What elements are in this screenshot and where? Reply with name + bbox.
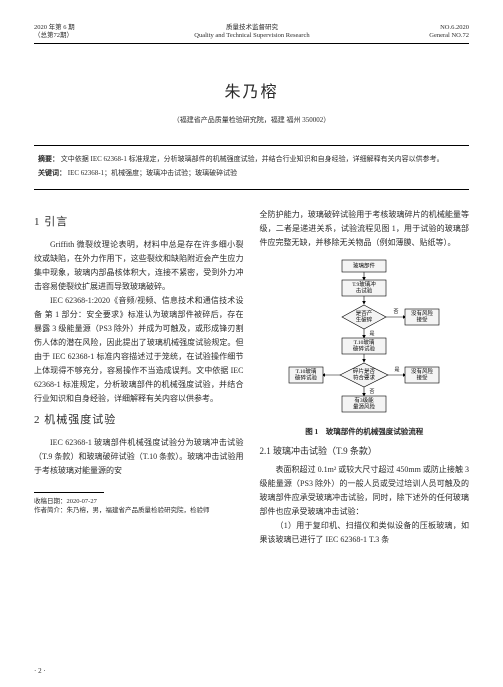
footnote-1: 收稿日期：2020-07-27 xyxy=(34,497,244,507)
section-1-p2: IEC 62368-1:2020《音频/视频、信息技术和通信技术设备 第 1 部… xyxy=(34,294,244,406)
svg-text:碎片是否: 碎片是否 xyxy=(353,368,376,376)
article-title: 朱乃榕 xyxy=(34,80,469,106)
svg-text:生破碎: 生破碎 xyxy=(356,316,373,324)
svg-text:否: 否 xyxy=(370,390,375,396)
svg-text:破碎试验: 破碎试验 xyxy=(353,345,376,353)
header-right-1: NO.6.2020 xyxy=(429,24,469,32)
section-1-p1: Griffith 微裂纹理论表明，材料中总是存在许多细小裂纹或缺陷，在外力作用下… xyxy=(34,238,244,294)
header-center-1: 质量技术监督研究 xyxy=(194,24,309,32)
abstract-text: 文中依据 IEC 62368-1 标准规定，分析玻璃部件的机械强度试验，并结合行… xyxy=(61,155,444,163)
svg-text:T.10玻璃: T.10玻璃 xyxy=(296,368,317,376)
page-header: 2020 年第 6 期 （总第72期） 质量技术监督研究 Quality and… xyxy=(34,24,469,44)
keywords-label: 关键词： xyxy=(38,169,66,177)
affiliation: （福建省产品质量检验研究院，福建 福州 350002） xyxy=(34,115,469,126)
page-number: · 2 · xyxy=(34,666,46,677)
header-left-2: （总第72期） xyxy=(34,32,75,40)
section-2-heading: 2 机械强度试验 xyxy=(34,412,244,430)
svg-text:T.9玻璃冲: T.9玻璃冲 xyxy=(352,281,376,289)
svg-text:否: 否 xyxy=(394,310,399,316)
header-right-2: General NO.72 xyxy=(429,32,469,40)
abstract-box: 摘要： 文中依据 IEC 62368-1 标准规定，分析玻璃部件的机械强度试验，… xyxy=(34,145,469,191)
section-2-1-p2: （1）用于复印机、扫描仪和类似设备的压板玻璃，如果该玻璃已进行了 IEC 623… xyxy=(260,519,470,547)
svg-text:击试验: 击试验 xyxy=(356,287,373,295)
keywords-text: IEC 62368-1；机械强度；玻璃冲击试验；玻璃破碎试验 xyxy=(68,169,237,177)
figure-1-caption: 图 1 玻璃部件的机械强度试验流程 xyxy=(260,426,470,438)
section-2-p2: 全防护能力，玻璃破碎试验用于考核玻璃碎片的机械能量等级，二者是递进关系，试验流程… xyxy=(260,208,470,250)
footnote-2: 作者简介：朱乃榕，男，福建省产品质量检验研究院，检验师 xyxy=(34,506,244,516)
svg-text:T.10玻璃: T.10玻璃 xyxy=(354,339,375,347)
svg-text:是: 是 xyxy=(395,368,400,374)
svg-text:量源风险: 量源风险 xyxy=(353,403,376,411)
section-1-heading: 1 引言 xyxy=(34,214,244,232)
figure-1: 玻璃部件T.9玻璃冲击试验是否产生破碎否没有风险接受是T.10玻璃破碎试验碎片是… xyxy=(260,256,470,438)
svg-text:是: 是 xyxy=(370,332,375,338)
svg-text:是否产: 是否产 xyxy=(356,310,373,318)
svg-text:没有风险: 没有风险 xyxy=(411,368,434,376)
section-2-1-heading: 2.1 玻璃冲击试验（T.9 条款） xyxy=(260,444,470,458)
svg-text:有3级能: 有3级能 xyxy=(355,397,375,405)
svg-text:接受: 接受 xyxy=(417,374,429,382)
abstract-label: 摘要： xyxy=(38,155,59,163)
svg-text:玻璃部件: 玻璃部件 xyxy=(353,262,376,270)
footnote-rule xyxy=(34,492,104,493)
svg-text:没有风险: 没有风险 xyxy=(411,310,434,318)
svg-text:符合要求: 符合要求 xyxy=(353,374,376,382)
section-2-p1: IEC 62368-1 玻璃部件机械强度试验分为玻璃冲击试验（T.9 条款）和玻… xyxy=(34,436,244,478)
header-center-2: Quality and Technical Supervision Resear… xyxy=(194,32,309,40)
section-2-1-p1: 表面积超过 0.1m² 或较大尺寸超过 450mm 或防止接触 3 级能量源（P… xyxy=(260,463,470,519)
svg-text:破碎试验: 破碎试验 xyxy=(295,374,318,382)
svg-text:接受: 接受 xyxy=(417,316,429,324)
